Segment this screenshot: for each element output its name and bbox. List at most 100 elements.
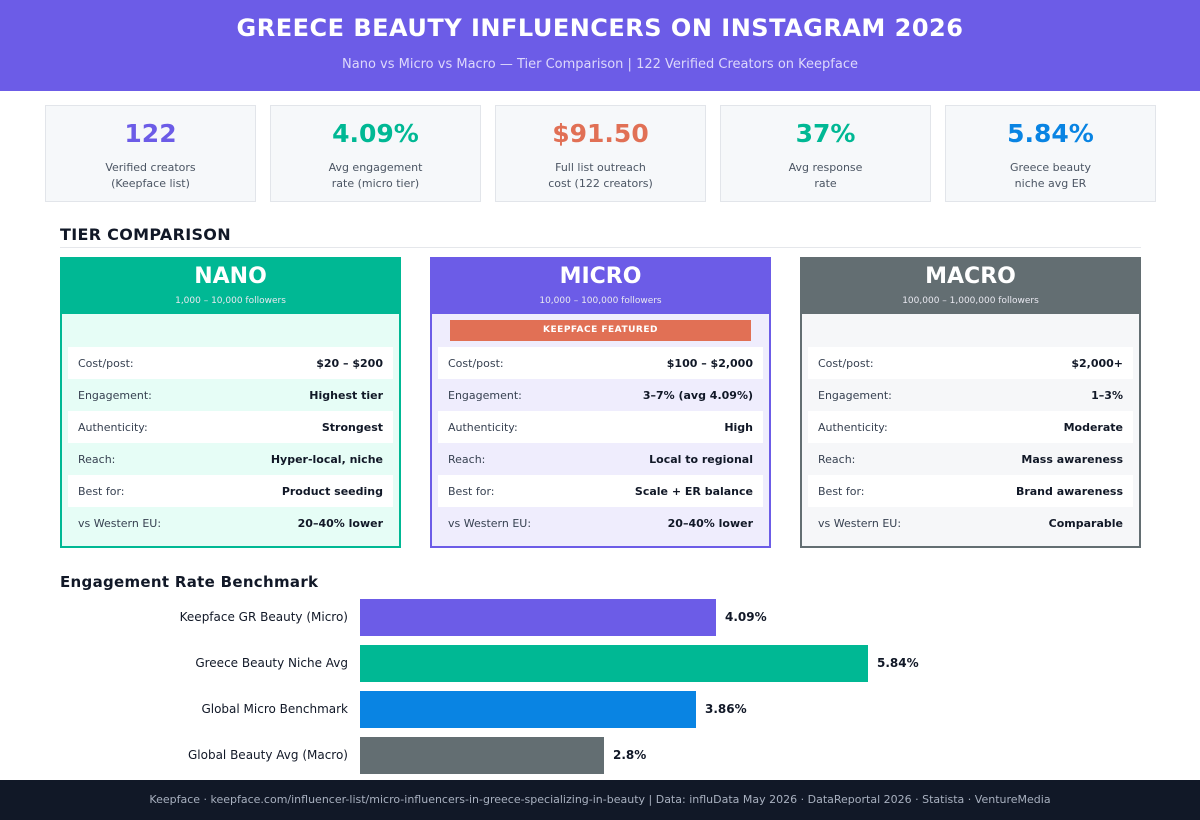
tier-row: vs Western EU: 20–40% lower <box>68 507 393 539</box>
chart-title: Engagement Rate Benchmark <box>60 573 319 591</box>
page-title: GREECE BEAUTY INFLUENCERS ON INSTAGRAM 2… <box>236 14 964 42</box>
bar <box>360 691 696 728</box>
tier-row-value: 20–40% lower <box>667 516 753 530</box>
tier-row: Cost/post: $100 – $2,000 <box>438 347 763 379</box>
tier-section-title: TIER COMPARISON <box>60 225 231 244</box>
tier-row: Best for: Brand awareness <box>808 475 1133 507</box>
tier-name: MICRO <box>559 264 642 289</box>
tier-header: NANO 1,000 – 10,000 followers <box>62 259 399 314</box>
bar-value-label: 5.84% <box>877 656 919 670</box>
tier-row-label: Authenticity: <box>818 420 888 434</box>
tier-row-value: Brand awareness <box>1015 484 1123 498</box>
tier-row-value: Product seeding <box>281 484 383 498</box>
tier-row-label: Reach: <box>448 452 486 466</box>
tier-row-label: Authenticity: <box>78 420 148 434</box>
stat-card: 4.09% Avg engagement rate (micro tier) <box>270 105 481 202</box>
stat-card: $91.50 Full list outreach cost (122 creat… <box>495 105 706 202</box>
bar <box>360 599 716 636</box>
stat-value: 122 <box>124 119 177 148</box>
bar <box>360 737 604 774</box>
tier-row-label: Engagement: <box>78 388 152 402</box>
stat-card: 5.84% Greece beauty niche avg ER <box>945 105 1156 202</box>
tier-row-label: Cost/post: <box>448 356 504 370</box>
tier-row: vs Western EU: 20–40% lower <box>438 507 763 539</box>
page-subtitle: Nano vs Micro vs Macro — Tier Comparison… <box>342 57 858 72</box>
tier-name: NANO <box>194 264 267 289</box>
stat-card: 122 Verified creators (Keepface list) <box>45 105 256 202</box>
tier-row-value: $100 – $2,000 <box>666 356 753 370</box>
bar-value-label: 2.8% <box>613 748 647 762</box>
tier-row-value: Scale + ER balance <box>634 484 753 498</box>
tier-row: Cost/post: $2,000+ <box>808 347 1133 379</box>
tier-row-label: vs Western EU: <box>448 516 532 530</box>
tier-row-value: Moderate <box>1063 420 1123 434</box>
stat-value: 4.09% <box>332 119 419 148</box>
stat-label: Avg engagement rate (micro tier) <box>328 161 423 190</box>
tier-row-value: Local to regional <box>649 452 753 466</box>
footer-text: Keepface · keepface.com/influencer-list/… <box>149 793 1051 806</box>
stat-label: Avg response rate <box>788 161 863 190</box>
tier-follower-range: 10,000 – 100,000 followers <box>539 296 662 306</box>
bar-category-label: Greece Beauty Niche Avg <box>195 656 348 670</box>
tier-row: Reach: Local to regional <box>438 443 763 475</box>
tier-row-label: Best for: <box>448 484 495 498</box>
bar-category-label: Keepface GR Beauty (Micro) <box>179 610 348 624</box>
tier-row: Authenticity: Strongest <box>68 411 393 443</box>
tier-row-label: Cost/post: <box>78 356 134 370</box>
tier-row-label: Reach: <box>78 452 116 466</box>
bar-category-label: Global Beauty Avg (Macro) <box>187 748 348 762</box>
tier-row: Best for: Scale + ER balance <box>438 475 763 507</box>
tier-row: Best for: Product seeding <box>68 475 393 507</box>
tier-row: Cost/post: $20 – $200 <box>68 347 393 379</box>
tier-attribute-list: Cost/post: $100 – $2,000 Engagement: 3–7% (… <box>438 347 763 539</box>
tier-card-macro: MACRO 100,000 – 1,000,000 followers Cost/p… <box>800 257 1141 548</box>
tier-row: Engagement: Highest tier <box>68 379 393 411</box>
stat-card: 37% Avg response rate <box>720 105 931 202</box>
stat-label: Full list outreach cost (122 creators) <box>548 161 653 190</box>
tier-row-label: Cost/post: <box>818 356 874 370</box>
tier-row-value: 20–40% lower <box>297 516 383 530</box>
tier-row: Reach: Mass awareness <box>808 443 1133 475</box>
tier-attribute-list: Cost/post: $20 – $200 Engagement: Highest t… <box>68 347 393 539</box>
tier-row-value: Comparable <box>1048 516 1123 530</box>
tier-row: Authenticity: Moderate <box>808 411 1133 443</box>
tier-row: Authenticity: High <box>438 411 763 443</box>
tier-row: Reach: Hyper-local, niche <box>68 443 393 475</box>
page-header: GREECE BEAUTY INFLUENCERS ON INSTAGRAM 2… <box>0 0 1200 91</box>
tier-row-value: $2,000+ <box>1071 356 1123 370</box>
bar <box>360 645 868 682</box>
stat-label: Greece beauty niche avg ER <box>1010 161 1091 190</box>
tier-name: MACRO <box>925 264 1016 289</box>
tier-row-label: Engagement: <box>448 388 522 402</box>
tier-header: MACRO 100,000 – 1,000,000 followers <box>802 259 1139 314</box>
tier-card-micro: MICRO 10,000 – 100,000 followers KEEPFACE … <box>430 257 771 548</box>
tier-row: Engagement: 1–3% <box>808 379 1133 411</box>
tier-row-label: Engagement: <box>818 388 892 402</box>
tier-row-label: vs Western EU: <box>78 516 162 530</box>
tier-row-value: 1–3% <box>1091 388 1123 402</box>
tier-row-label: Reach: <box>818 452 856 466</box>
tier-row-label: Best for: <box>818 484 865 498</box>
stat-value: $91.50 <box>552 119 649 148</box>
tier-attribute-list: Cost/post: $2,000+ Engagement: 1–3% Authenti… <box>808 347 1133 539</box>
tier-follower-range: 1,000 – 10,000 followers <box>175 296 286 306</box>
bar-category-label: Global Micro Benchmark <box>201 702 348 716</box>
section-divider <box>60 247 1141 248</box>
stat-value: 37% <box>795 119 856 148</box>
tier-row: Engagement: 3–7% (avg 4.09%) <box>438 379 763 411</box>
tier-card-nano: NANO 1,000 – 10,000 followers Cost/post: $2… <box>60 257 401 548</box>
tier-row-value: Strongest <box>321 420 383 434</box>
tier-row-value: Highest tier <box>309 388 383 402</box>
tier-row-label: vs Western EU: <box>818 516 902 530</box>
tier-header: MICRO 10,000 – 100,000 followers <box>432 259 769 314</box>
featured-badge: KEEPFACE FEATURED <box>450 320 751 341</box>
footer: Keepface · keepface.com/influencer-list/… <box>0 780 1200 820</box>
tier-row-value: High <box>724 420 753 434</box>
bar-value-label: 4.09% <box>725 610 767 624</box>
tier-row: vs Western EU: Comparable <box>808 507 1133 539</box>
stat-label: Verified creators (Keepface list) <box>105 161 196 190</box>
tier-row-label: Authenticity: <box>448 420 518 434</box>
tier-row-value: 3–7% (avg 4.09%) <box>642 388 753 402</box>
tier-row-value: Hyper-local, niche <box>270 452 383 466</box>
stat-value: 5.84% <box>1007 119 1094 148</box>
